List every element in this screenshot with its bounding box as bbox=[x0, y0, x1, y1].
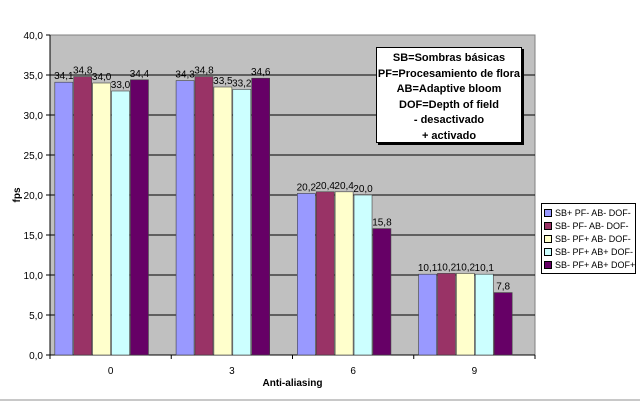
bar bbox=[418, 273, 437, 356]
legend-label: SB- PF+ AB+ DOF+ bbox=[555, 259, 636, 270]
bar bbox=[251, 77, 270, 356]
data-label: 33,5 bbox=[213, 76, 233, 87]
annotation-line: + activado bbox=[421, 129, 477, 142]
data-label: 10,1 bbox=[418, 263, 438, 274]
x-tick-label: 0 bbox=[108, 366, 114, 377]
legend-label: SB- PF+ AB+ DOF- bbox=[555, 246, 634, 257]
data-label: 20,4 bbox=[334, 181, 354, 192]
bar bbox=[493, 292, 513, 356]
data-label: 15,8 bbox=[372, 218, 392, 229]
bar bbox=[92, 82, 111, 356]
annotation-line: AB=Adaptive bloom bbox=[396, 83, 502, 95]
data-label: 33,2 bbox=[232, 78, 252, 89]
legend-swatch bbox=[544, 247, 552, 256]
data-label: 34,8 bbox=[73, 66, 93, 77]
y-tick-label: 30,0 bbox=[24, 111, 44, 122]
y-tick-label: 35,0 bbox=[24, 71, 44, 82]
legend-swatch bbox=[544, 234, 552, 243]
legend-swatch bbox=[544, 208, 552, 217]
legend: SB+ PF- AB- DOF- SB- PF- AB- DOF- SB- PF+ … bbox=[541, 203, 636, 274]
y-tick-label: 10,0 bbox=[24, 271, 44, 282]
bar bbox=[353, 194, 373, 356]
data-label: 34,1 bbox=[54, 71, 74, 82]
bar bbox=[130, 79, 149, 356]
legend-item: SB- PF+ AB+ DOF+ bbox=[544, 258, 636, 271]
data-label: 10,1 bbox=[475, 263, 495, 274]
data-label: 10,2 bbox=[456, 262, 476, 273]
bar bbox=[297, 193, 316, 356]
bar bbox=[54, 81, 74, 356]
data-label: 20,4 bbox=[315, 181, 335, 192]
bar bbox=[194, 76, 214, 356]
annotation-line: DOF=Depth of field bbox=[399, 98, 499, 111]
data-label: 20,0 bbox=[353, 184, 373, 195]
bar bbox=[372, 228, 392, 356]
legend-label: SB- PF+ AB- DOF- bbox=[555, 233, 631, 244]
legend-label: SB- PF- AB- DOF- bbox=[555, 220, 629, 231]
data-label: 34,6 bbox=[251, 67, 271, 78]
legend-item: SB- PF+ AB+ DOF- bbox=[544, 245, 633, 258]
data-label: 10,2 bbox=[437, 262, 457, 273]
data-label: 34,4 bbox=[130, 69, 150, 80]
data-label: 34,3 bbox=[175, 70, 195, 81]
bar bbox=[315, 191, 335, 356]
bar bbox=[437, 273, 456, 356]
data-label: 34,8 bbox=[194, 66, 214, 77]
x-tick-label: 3 bbox=[229, 366, 235, 377]
legend-swatch bbox=[544, 221, 552, 230]
y-tick-label: 15,0 bbox=[24, 231, 44, 242]
bar bbox=[232, 89, 252, 356]
y-tick-label: 40,0 bbox=[24, 31, 44, 42]
legend-label: SB+ PF- AB- DOF- bbox=[555, 207, 631, 218]
x-tick-label: 9 bbox=[472, 366, 478, 377]
bar bbox=[111, 90, 130, 356]
y-tick-label: 25,0 bbox=[24, 151, 44, 162]
y-tick-label: 20,0 bbox=[24, 191, 44, 202]
data-label: 7,8 bbox=[496, 282, 510, 293]
data-label: 33,0 bbox=[111, 80, 131, 91]
y-tick-label: 0,0 bbox=[29, 351, 43, 362]
bar bbox=[474, 273, 494, 356]
legend-swatch bbox=[544, 260, 552, 269]
data-label: 34,0 bbox=[92, 72, 112, 83]
legend-item: SB- PF+ AB- DOF- bbox=[544, 232, 633, 245]
legend-item: SB- PF- AB- DOF- bbox=[544, 219, 633, 232]
x-tick-label: 6 bbox=[350, 366, 356, 377]
bar bbox=[175, 80, 195, 356]
x-axis-title: Anti-aliasing bbox=[262, 378, 322, 389]
annotation-box: SB=Sombras básicas PF=Procesamiento de f… bbox=[376, 47, 522, 143]
y-axis-title: fps bbox=[12, 187, 23, 202]
data-label: 20,2 bbox=[297, 182, 317, 193]
annotation-line: PF=Procesamiento de flora bbox=[377, 67, 521, 80]
y-tick-label: 5,0 bbox=[29, 311, 43, 322]
bar bbox=[213, 86, 233, 356]
legend-item: SB+ PF- AB- DOF- bbox=[544, 206, 633, 219]
bar bbox=[456, 273, 475, 356]
annotation-line: SB=Sombras básicas bbox=[392, 52, 506, 64]
annotation-line: - desactivado bbox=[413, 114, 485, 126]
bar bbox=[334, 191, 354, 356]
bar bbox=[73, 76, 93, 356]
